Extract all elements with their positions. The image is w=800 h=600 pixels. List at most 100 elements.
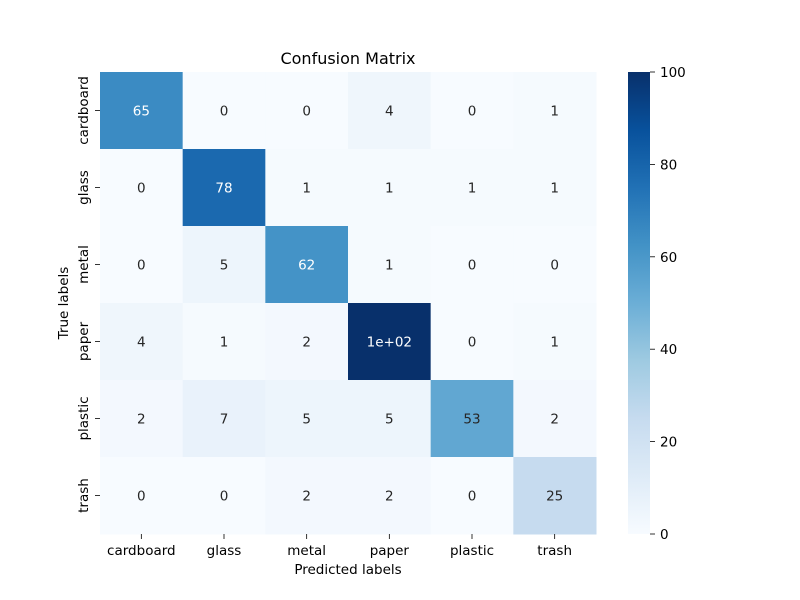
cell-value-label: 0 xyxy=(550,258,559,274)
heatmap-cell xyxy=(430,226,514,304)
cell-value-label: 0 xyxy=(302,104,311,120)
heatmap-cell xyxy=(265,226,349,304)
x-axis-ticks: cardboard glass metal paper plastic trash xyxy=(107,534,572,559)
colorbar-tick-label: 40 xyxy=(660,342,677,358)
cell-value-label: 0 xyxy=(468,489,477,505)
cell-value-label: 1 xyxy=(550,181,559,197)
cell-value-label: 5 xyxy=(302,412,311,428)
heatmap-cell xyxy=(182,457,266,535)
cell-value-label: 0 xyxy=(137,181,146,197)
heatmap-cell xyxy=(513,226,597,304)
colorbar-tick-label: 60 xyxy=(660,250,677,266)
cell-value-label: 0 xyxy=(220,489,229,505)
cell-value-label: 53 xyxy=(463,412,480,428)
cell-value-label: 1 xyxy=(220,335,229,351)
heatmap-cell xyxy=(265,457,349,535)
cell-value-label: 4 xyxy=(137,335,146,351)
x-tick-label: metal xyxy=(287,543,326,559)
cell-value-label: 0 xyxy=(468,104,477,120)
cell-value-label: 0 xyxy=(220,104,229,120)
cell-value-label: 2 xyxy=(550,412,559,428)
heatmap-cell xyxy=(348,457,432,535)
cell-value-label: 2 xyxy=(385,489,394,505)
heatmap-cell xyxy=(100,72,184,150)
heatmap-cell xyxy=(430,303,514,381)
cell-value-label: 1 xyxy=(550,335,559,351)
heatmap-cell xyxy=(513,303,597,381)
heatmap-cells xyxy=(100,72,597,535)
cell-value-label: 62 xyxy=(298,258,315,274)
heatmap-cell xyxy=(182,303,266,381)
heatmap-cell xyxy=(182,226,266,304)
cell-value-label: 0 xyxy=(468,258,477,274)
cell-value-label: 1 xyxy=(385,258,394,274)
heatmap-cell xyxy=(100,303,184,381)
colorbar-tick-label: 20 xyxy=(660,435,677,451)
heatmap-cell xyxy=(348,303,432,381)
heatmap-cell xyxy=(100,457,184,535)
x-tick-label: paper xyxy=(370,543,410,559)
cell-value-label: 2 xyxy=(137,412,146,428)
cell-value-label: 0 xyxy=(468,335,477,351)
cell-value-label: 1e+02 xyxy=(367,335,412,351)
colorbar-tick-label: 80 xyxy=(660,157,677,173)
y-axis-ticks: cardboard glass metal paper plastic trash xyxy=(76,76,100,513)
cell-value-label: 7 xyxy=(220,412,229,428)
x-tick-label: glass xyxy=(207,543,242,559)
y-tick-label: plastic xyxy=(76,396,92,440)
heatmap-cell xyxy=(513,457,597,535)
heatmap-cell xyxy=(513,149,597,227)
heatmap-cell xyxy=(182,72,266,150)
x-tick-label: trash xyxy=(537,543,572,559)
cell-value-label: 25 xyxy=(546,489,563,505)
heatmap-cell xyxy=(430,72,514,150)
cell-value-label: 0 xyxy=(137,489,146,505)
x-tick-label: plastic xyxy=(450,543,494,559)
cell-value-label: 0 xyxy=(137,258,146,274)
colorbar xyxy=(628,72,650,534)
y-tick-label: trash xyxy=(76,478,92,513)
cell-value-label: 1 xyxy=(302,181,311,197)
heatmap-cell xyxy=(265,303,349,381)
y-tick-label: paper xyxy=(76,321,92,361)
y-tick-label: cardboard xyxy=(76,76,92,145)
heatmap-cell xyxy=(513,72,597,150)
colorbar-ticks: 0 20 40 60 80 100 xyxy=(650,65,686,543)
heatmap-cell xyxy=(265,380,349,458)
y-axis-label: True labels xyxy=(56,267,72,341)
heatmap-cell xyxy=(100,226,184,304)
heatmap-cell xyxy=(265,149,349,227)
x-tick-label: cardboard xyxy=(107,543,176,559)
cell-value-label: 2 xyxy=(302,489,311,505)
y-tick-label: glass xyxy=(76,170,92,205)
y-tick-label: metal xyxy=(76,245,92,284)
heatmap-cell xyxy=(348,380,432,458)
x-axis-label: Predicted labels xyxy=(294,562,401,578)
cell-value-label: 4 xyxy=(385,104,394,120)
chart-title: Confusion Matrix xyxy=(280,49,415,68)
cell-value-label: 5 xyxy=(220,258,229,274)
heatmap-cell xyxy=(265,72,349,150)
heatmap-cell xyxy=(348,72,432,150)
cell-value-label: 2 xyxy=(302,335,311,351)
heatmap-cell xyxy=(430,457,514,535)
cell-value-label: 1 xyxy=(385,181,394,197)
heatmap-cell xyxy=(430,380,514,458)
heatmap-cell xyxy=(348,226,432,304)
colorbar-tick-label: 0 xyxy=(660,527,669,543)
heatmap-cell xyxy=(100,149,184,227)
colorbar-tick-label: 100 xyxy=(660,65,686,81)
heatmap-cell xyxy=(430,149,514,227)
heatmap-cell xyxy=(100,380,184,458)
heatmap-cell xyxy=(182,149,266,227)
heatmap-cell xyxy=(348,149,432,227)
cell-value-label: 1 xyxy=(550,104,559,120)
heatmap-cell xyxy=(182,380,266,458)
cell-value-label: 65 xyxy=(133,104,150,120)
heatmap-cell-labels: 65 0 0 4 0 1 0 78 1 1 1 1 0 5 62 1 0 0 4 1 2 1e+02 0 1 2 7 5 5 53 2 0 0… xyxy=(133,104,564,505)
cell-value-label: 5 xyxy=(385,412,394,428)
cell-value-label: 78 xyxy=(215,181,232,197)
cell-value-label: 1 xyxy=(468,181,477,197)
heatmap-cell xyxy=(513,380,597,458)
